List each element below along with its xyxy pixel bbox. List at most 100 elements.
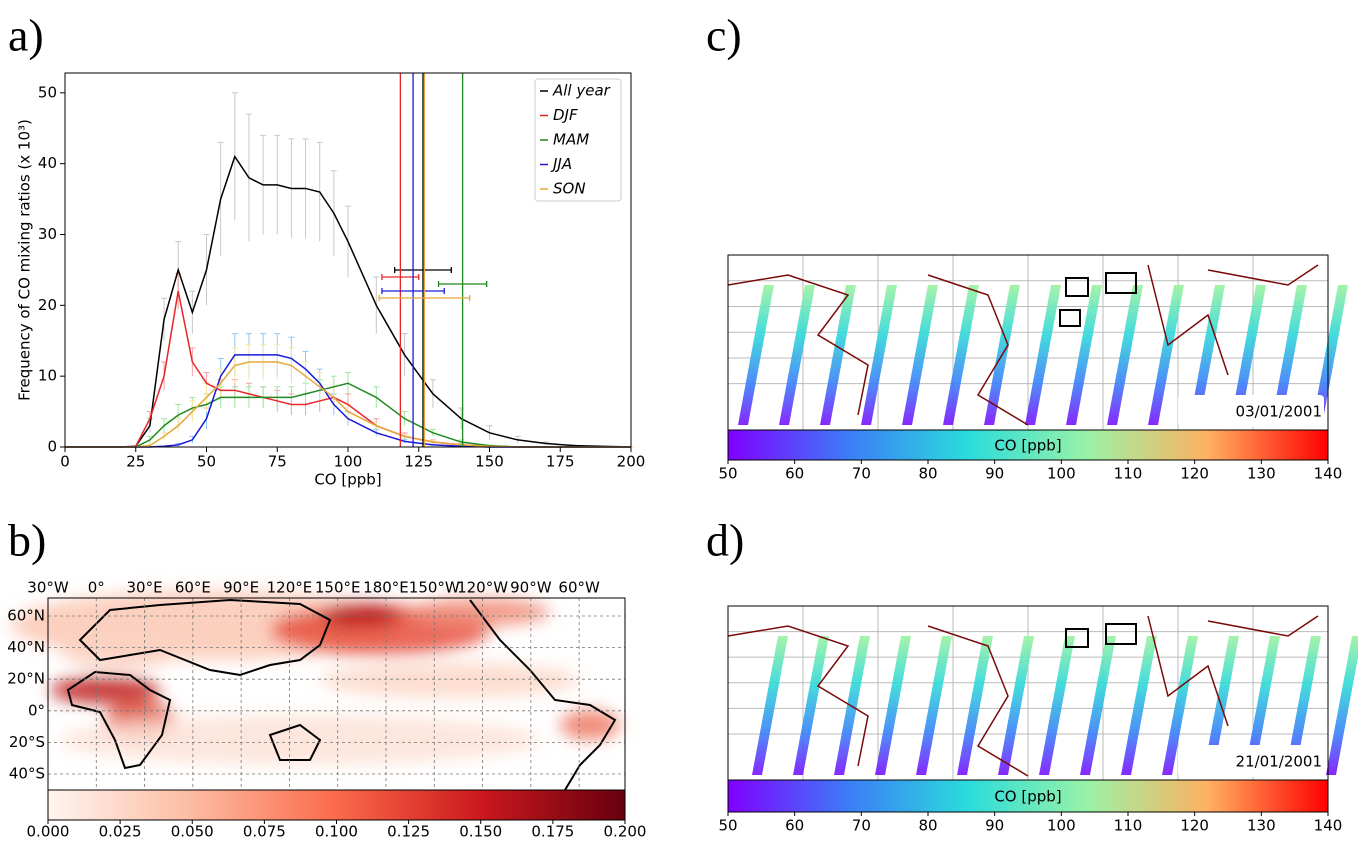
lat-label: 40°S <box>9 765 45 783</box>
swath <box>1162 636 1198 775</box>
colorbar-tick-label: 0.050 <box>171 823 214 841</box>
swath <box>779 285 815 425</box>
swath <box>1080 636 1116 775</box>
x-tick-label: 100 <box>334 453 363 471</box>
legend-label: MAM <box>553 131 589 149</box>
legend-label: JJA <box>550 155 572 173</box>
swath <box>1039 636 1075 775</box>
colorbar-tick-label: 0.150 <box>459 823 502 841</box>
highlight-box <box>1059 309 1081 327</box>
concentration-blob <box>320 662 580 698</box>
colorbar-tick-label: 120 <box>1180 465 1209 483</box>
lon-label: 30°E <box>127 579 163 597</box>
lon-label: 30°W <box>27 579 69 597</box>
panel-label: d) <box>706 515 744 566</box>
swath <box>902 285 938 425</box>
swath <box>752 636 788 775</box>
lon-label: 60°E <box>175 579 211 597</box>
colorbar-tick-label: 60 <box>785 817 804 835</box>
y-tick-label: 10 <box>38 367 57 385</box>
concentration-blob <box>320 603 400 627</box>
series-line <box>65 382 631 448</box>
swath <box>1121 636 1157 775</box>
coastline <box>727 615 1319 777</box>
y-tick-label: 0 <box>47 438 57 456</box>
y-tick-label: 40 <box>38 154 57 172</box>
swath <box>834 636 870 775</box>
x-tick-label: 175 <box>546 453 575 471</box>
coastline <box>727 264 1319 426</box>
date-label: 21/01/2001 <box>1236 753 1322 771</box>
colorbar-tick-label: 80 <box>918 465 937 483</box>
colorbar-tick-label: 0.175 <box>531 823 574 841</box>
colorbar-label: CO [ppb] <box>994 437 1061 455</box>
y-axis-label: Frequency of CO mixing ratios (x 10³) <box>16 119 34 401</box>
coastline <box>469 599 617 791</box>
colorbar-tick-label: 70 <box>852 465 871 483</box>
legend-label: SON <box>553 180 586 198</box>
colorbar-tick-label: 0.100 <box>315 823 358 841</box>
swath <box>1312 285 1348 425</box>
lon-label: 150°W <box>409 579 460 597</box>
colorbar-tick-label: 80 <box>918 817 937 835</box>
legend-label: DJF <box>553 106 578 124</box>
colorbar-tick-label: 130 <box>1247 465 1276 483</box>
panel-label: c) <box>706 10 742 61</box>
colorbar <box>727 429 1329 461</box>
colorbar-label: CO [ppb] <box>994 788 1061 806</box>
swath <box>1271 285 1307 425</box>
y-tick-label: 20 <box>38 296 57 314</box>
lat-label: 20°N <box>7 670 45 688</box>
x-tick-label: 50 <box>197 453 216 471</box>
swath <box>1326 636 1358 775</box>
colorbar-tick-label: 60 <box>785 465 804 483</box>
date-label: 03/01/2001 <box>1236 403 1322 421</box>
x-tick-label: 0 <box>60 453 70 471</box>
concentration-blob <box>60 715 540 765</box>
legend-box <box>534 78 622 202</box>
panel-label: b) <box>8 515 46 566</box>
lon-label: 150°E <box>315 579 361 597</box>
concentration-blob <box>50 676 160 704</box>
highlight-box <box>1065 277 1089 297</box>
lon-label: 60°W <box>558 579 600 597</box>
series-line <box>65 361 631 448</box>
lon-label: 0° <box>88 579 105 597</box>
swath <box>1189 285 1225 425</box>
concentration-field <box>10 590 620 765</box>
x-tick-label: 75 <box>268 453 287 471</box>
x-tick-label: 150 <box>475 453 504 471</box>
swath <box>820 285 856 425</box>
colorbar-tick-label: 100 <box>1047 817 1076 835</box>
colorbar-tick-label: 50 <box>718 465 737 483</box>
colorbar-tick-label: 120 <box>1180 817 1209 835</box>
colorbar-tick-label: 0.000 <box>27 823 70 841</box>
swath <box>1107 285 1143 425</box>
lon-label: 120°E <box>267 579 313 597</box>
swath <box>998 636 1034 775</box>
panel-label: a) <box>8 10 44 61</box>
swath <box>875 636 911 775</box>
colorbar-tick-label: 50 <box>718 817 737 835</box>
highlight-box <box>1105 623 1137 645</box>
panels: a) 0 25 50 75 100 125 150 175 200 0 10 20 30 40 50 CO [p… <box>7 10 1358 841</box>
swath <box>1285 636 1321 775</box>
concentration-blob <box>560 710 620 740</box>
highlight-box <box>1105 272 1137 294</box>
colorbar <box>727 779 1329 813</box>
colorbar-tick-label: 0.125 <box>387 823 430 841</box>
date-box <box>1178 395 1324 427</box>
highlight-box <box>1065 628 1089 648</box>
colorbar <box>47 789 626 821</box>
x-tick-label: 25 <box>126 453 145 471</box>
colorbar-tick-label: 90 <box>985 465 1004 483</box>
swath <box>793 636 829 775</box>
x-axis-label: CO [ppb] <box>314 471 381 489</box>
x-tick-label: 125 <box>404 453 433 471</box>
lat-label: 40°N <box>7 638 45 656</box>
coastline <box>78 598 332 677</box>
colorbar-tick-label: 0.025 <box>99 823 142 841</box>
colorbar-tick-label: 70 <box>852 817 871 835</box>
swath <box>1066 285 1102 425</box>
